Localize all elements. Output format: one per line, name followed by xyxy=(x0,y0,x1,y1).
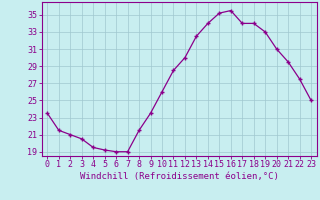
X-axis label: Windchill (Refroidissement éolien,°C): Windchill (Refroidissement éolien,°C) xyxy=(80,172,279,181)
